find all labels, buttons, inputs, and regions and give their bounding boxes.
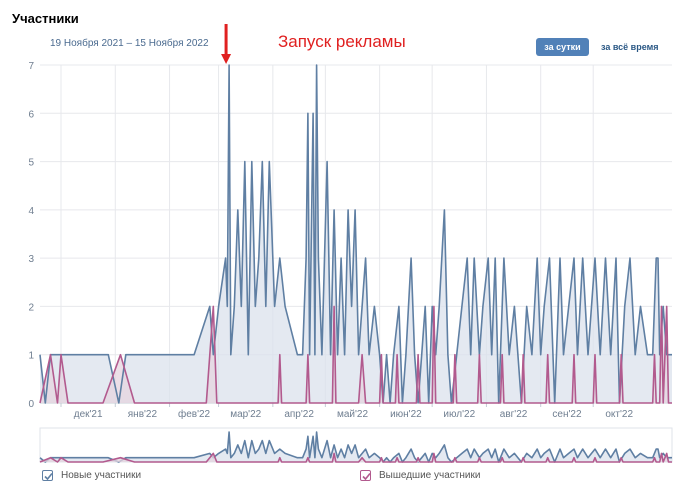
checkbox-left-members[interactable] bbox=[360, 470, 371, 481]
series-new-members-area bbox=[40, 65, 672, 403]
chart-lines bbox=[39, 64, 672, 404]
range-navigator[interactable] bbox=[39, 427, 673, 463]
x-tick-label: сен'22 bbox=[552, 409, 582, 420]
chart-fills bbox=[40, 65, 672, 403]
x-tick-label: авг'22 bbox=[500, 409, 528, 420]
all-time-button[interactable]: за всё время bbox=[601, 42, 659, 52]
x-tick-label: июл'22 bbox=[443, 409, 475, 420]
check-icon bbox=[362, 472, 371, 481]
annotation-arrow-head bbox=[221, 54, 232, 64]
x-tick-label: окт'22 bbox=[605, 409, 633, 420]
x-tick-label: июн'22 bbox=[390, 409, 422, 420]
x-tick-label: май'22 bbox=[337, 409, 368, 420]
x-tick-label: мар'22 bbox=[230, 409, 261, 420]
checkbox-new-members[interactable] bbox=[42, 470, 53, 481]
x-axis-ticks: дек'21 янв'22 фев'22 мар'22 апр'22 май'22 июн'… bbox=[74, 408, 634, 420]
legend-label-new-members: Новые участники bbox=[61, 470, 142, 481]
x-tick-label: янв'22 bbox=[128, 409, 158, 420]
y-tick-label: 7 bbox=[28, 61, 34, 72]
y-tick-label: 1 bbox=[28, 351, 34, 362]
y-tick-label: 3 bbox=[28, 254, 34, 265]
y-tick-label: 0 bbox=[28, 399, 34, 410]
x-tick-label: дек'21 bbox=[74, 409, 103, 420]
y-tick-label: 5 bbox=[28, 158, 34, 169]
date-range[interactable]: 19 Ноября 2021 – 15 Ноября 2022 bbox=[50, 38, 209, 49]
y-tick-label: 6 bbox=[28, 109, 34, 120]
legend-left-members[interactable]: Вышедшие участники bbox=[360, 470, 480, 481]
y-tick-label: 2 bbox=[28, 302, 34, 313]
per-day-button[interactable]: за сутки bbox=[536, 38, 589, 56]
series-left-members-line bbox=[39, 305, 672, 404]
annotation-arrow bbox=[221, 24, 232, 64]
navigator-left-members-line bbox=[39, 452, 672, 463]
series-new-members-line bbox=[39, 64, 672, 404]
page-title: Участники bbox=[12, 11, 79, 26]
legend-label-left-members: Вышедшие участники bbox=[379, 470, 481, 481]
legend-new-members[interactable]: Новые участники bbox=[42, 470, 141, 481]
x-tick-label: фев'22 bbox=[178, 408, 211, 420]
navigator-new-members-line bbox=[39, 431, 672, 463]
x-tick-label: апр'22 bbox=[284, 409, 314, 420]
y-tick-label: 4 bbox=[28, 206, 34, 217]
check-icon bbox=[44, 472, 53, 481]
y-axis-ticks: 0 1 2 3 4 5 6 7 bbox=[28, 61, 34, 410]
annotation-label: Запуск рекламы bbox=[278, 32, 406, 51]
